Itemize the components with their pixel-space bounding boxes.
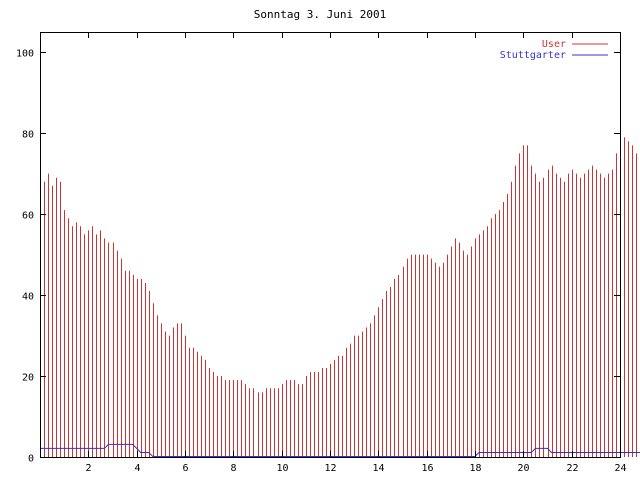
x-tick-label: 16 <box>421 463 433 474</box>
x-tick-label: 12 <box>324 463 336 474</box>
legend-label: User <box>542 39 566 50</box>
x-tick-label: 14 <box>372 463 384 474</box>
x-tick-label: 4 <box>134 463 140 474</box>
y-tick-label: 40 <box>22 292 34 303</box>
x-tick-label: 8 <box>230 463 236 474</box>
y-tick-label: 100 <box>16 49 34 60</box>
y-tick-label: 20 <box>22 373 34 384</box>
y-tick-label: 60 <box>22 211 34 222</box>
chart-title: Sonntag 3. Juni 2001 <box>253 8 387 21</box>
y-tick-label: 0 <box>28 454 34 465</box>
x-tick-label: 22 <box>566 463 578 474</box>
user-bars <box>40 137 637 457</box>
x-tick-label: 2 <box>85 463 91 474</box>
x-tick-label: 20 <box>517 463 529 474</box>
x-tick-label: 6 <box>182 463 188 474</box>
legend-label: Stuttgarter <box>500 50 566 61</box>
x-tick-label: 10 <box>276 463 288 474</box>
y-tick-label: 80 <box>22 130 34 141</box>
x-tick-label: 24 <box>614 463 626 474</box>
stuttgarter-line <box>40 443 640 457</box>
x-tick-label: 18 <box>469 463 481 474</box>
